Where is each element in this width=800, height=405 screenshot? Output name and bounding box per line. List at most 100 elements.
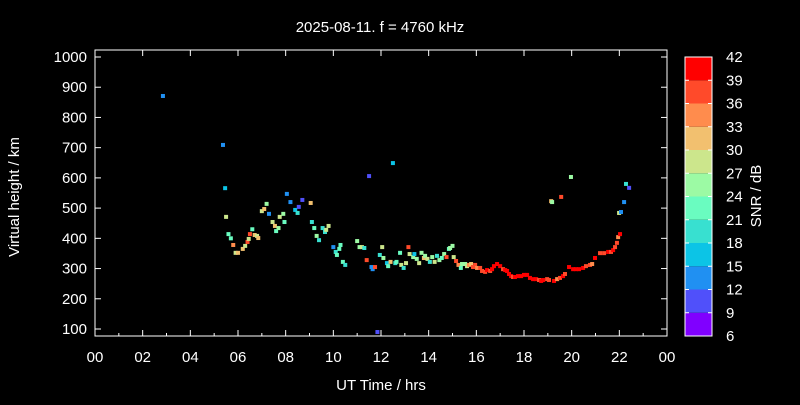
data-point	[380, 245, 385, 250]
data-point	[498, 264, 503, 269]
y-tick-label: 1000	[54, 49, 87, 66]
colorbar-tick-label: 39	[726, 72, 743, 89]
data-point	[295, 210, 300, 215]
x-tick-label: 00	[659, 349, 676, 366]
data-point	[240, 246, 245, 251]
colorbar-band	[685, 150, 712, 174]
data-point	[435, 253, 440, 258]
data-point	[568, 174, 573, 179]
colorbar-band	[685, 243, 712, 267]
data-point	[277, 214, 282, 219]
data-point	[448, 246, 453, 251]
data-point	[228, 236, 233, 241]
data-point	[624, 181, 629, 186]
data-point	[367, 174, 372, 179]
data-point	[377, 252, 382, 257]
y-tick-label: 800	[62, 109, 87, 126]
data-point	[423, 253, 428, 258]
data-point	[337, 246, 342, 251]
data-point	[312, 226, 317, 231]
data-point	[432, 259, 437, 264]
data-point	[355, 239, 360, 244]
data-point	[282, 220, 287, 225]
data-point	[475, 265, 480, 270]
data-point	[362, 246, 367, 251]
data-point	[309, 220, 314, 225]
data-point	[437, 258, 442, 263]
data-point	[525, 272, 530, 277]
data-point	[252, 233, 257, 238]
colorbar-tick-label: 27	[726, 165, 743, 182]
data-point	[256, 236, 261, 241]
colorbar-tick-label: 24	[726, 189, 743, 206]
data-point	[314, 233, 319, 238]
data-point	[522, 272, 526, 277]
y-tick-label: 400	[62, 230, 87, 247]
data-point	[627, 185, 632, 190]
data-point	[388, 259, 393, 264]
colorbar-band	[685, 312, 712, 336]
data-point	[308, 200, 313, 205]
data-point	[559, 194, 564, 199]
data-point	[573, 267, 578, 272]
colorbar-tick-label: 18	[726, 235, 743, 252]
data-point	[562, 271, 567, 276]
data-point	[259, 209, 264, 214]
data-point	[614, 240, 619, 245]
data-point	[340, 259, 345, 264]
data-point	[505, 268, 510, 273]
data-point	[550, 200, 555, 205]
data-point	[370, 267, 375, 272]
data-point	[460, 262, 465, 267]
x-tick-label: 20	[563, 349, 580, 366]
data-point	[224, 214, 229, 219]
data-point	[276, 226, 281, 231]
data-point	[375, 330, 380, 335]
plot-frame	[94, 49, 668, 337]
data-point	[506, 271, 511, 276]
data-point	[590, 262, 595, 267]
data-point	[272, 223, 277, 228]
data-point	[404, 261, 409, 266]
colorbar-band	[685, 196, 712, 220]
data-point	[407, 252, 412, 257]
data-point	[480, 268, 485, 273]
data-point	[262, 207, 267, 212]
data-point	[419, 250, 424, 255]
colorbar-band	[685, 173, 712, 197]
data-point	[454, 259, 459, 263]
data-point	[561, 274, 566, 279]
x-tick-label: 22	[611, 349, 628, 366]
data-point	[293, 207, 298, 212]
y-tick-label: 300	[62, 261, 87, 278]
colorbar-band	[685, 80, 712, 104]
data-point	[236, 250, 240, 255]
data-point	[485, 268, 490, 273]
data-point	[381, 255, 386, 260]
data-point	[160, 93, 165, 98]
data-point	[466, 262, 471, 267]
data-point	[602, 251, 607, 256]
data-point	[386, 264, 391, 269]
colorbar-band	[685, 57, 712, 81]
data-point	[444, 255, 449, 260]
data-point	[421, 255, 426, 260]
x-tick-label: 14	[420, 349, 437, 366]
data-point	[588, 262, 593, 267]
data-point	[401, 265, 406, 270]
data-point	[555, 277, 560, 282]
data-point	[557, 275, 562, 280]
data-point	[427, 259, 432, 264]
data-points	[160, 93, 632, 335]
data-point	[281, 211, 286, 216]
y-axis: 100 200 300 400 500 600 700 800 900 1000	[54, 49, 667, 338]
data-point	[537, 278, 542, 283]
data-point	[501, 267, 506, 272]
data-point	[458, 265, 463, 270]
data-point	[384, 261, 389, 266]
data-point	[398, 250, 403, 255]
data-point	[456, 262, 461, 267]
data-point	[317, 238, 322, 243]
data-point	[406, 245, 411, 250]
